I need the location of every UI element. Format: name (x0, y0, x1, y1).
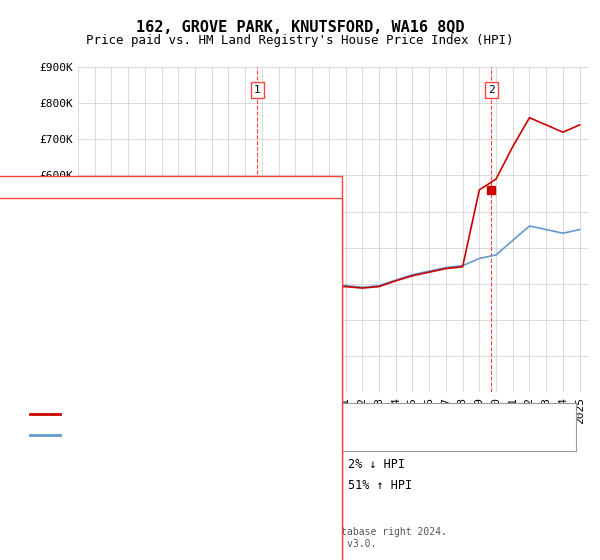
Text: 162, GROVE PARK, KNUTSFORD, WA16 8QD: 162, GROVE PARK, KNUTSFORD, WA16 8QD (136, 20, 464, 35)
Text: Price paid vs. HM Land Registry's House Price Index (HPI): Price paid vs. HM Land Registry's House … (86, 34, 514, 46)
Text: Contains HM Land Registry data © Crown copyright and database right 2024.
This d: Contains HM Land Registry data © Crown c… (18, 527, 447, 549)
Text: 162, GROVE PARK, KNUTSFORD, WA16 8QD (detached house): 162, GROVE PARK, KNUTSFORD, WA16 8QD (de… (69, 408, 446, 421)
Text: 19-SEP-2005: 19-SEP-2005 (72, 458, 151, 471)
Text: HPI: Average price, detached house, Cheshire East: HPI: Average price, detached house, Ches… (69, 428, 418, 442)
Text: £265,000: £265,000 (228, 458, 285, 471)
Text: 1: 1 (254, 85, 260, 95)
Text: 2: 2 (488, 85, 495, 95)
Text: 51% ↑ HPI: 51% ↑ HPI (348, 479, 412, 492)
Text: 1: 1 (26, 458, 34, 471)
Text: 2% ↓ HPI: 2% ↓ HPI (348, 458, 405, 471)
Text: £560,000: £560,000 (228, 479, 285, 492)
Text: 2: 2 (26, 479, 34, 492)
Text: 20-SEP-2019: 20-SEP-2019 (72, 479, 151, 492)
